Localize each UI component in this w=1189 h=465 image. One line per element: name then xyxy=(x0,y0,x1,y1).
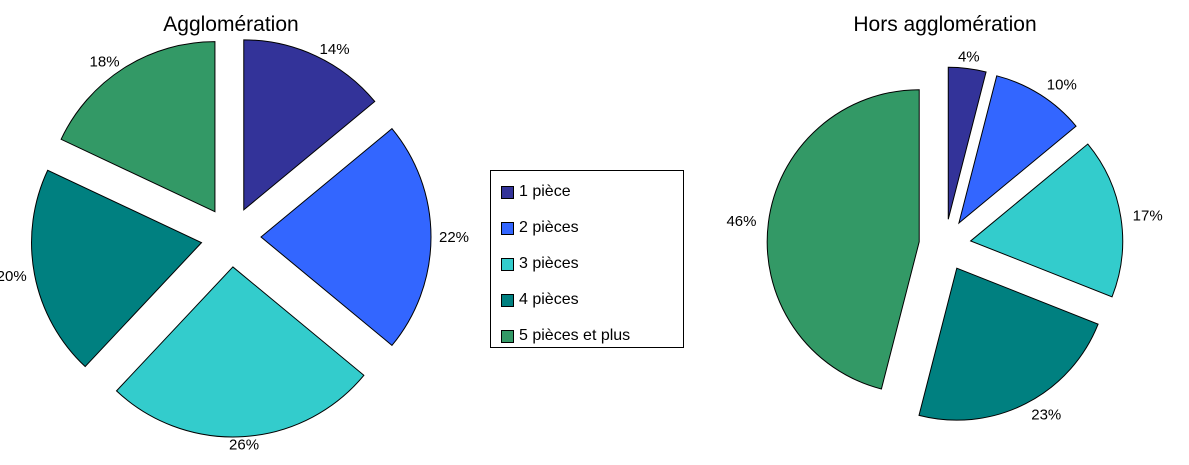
legend-label-1-piece: 1 pièce xyxy=(519,183,571,200)
pie-label-4-pieces: 20% xyxy=(0,268,27,285)
chart-title-agglomeration: Agglomération xyxy=(163,13,298,36)
pie-slice-4-pieces xyxy=(31,169,203,368)
legend-item-2-pieces: 2 pièces xyxy=(491,210,683,246)
legend-label-4-pieces: 4 pièces xyxy=(519,291,579,308)
pie-slice-2-pieces xyxy=(260,127,432,347)
pie-slice-4-pieces xyxy=(918,267,1099,421)
pie-label-1-piece: 4% xyxy=(958,49,980,66)
legend-swatch-4-pieces xyxy=(501,293,514,307)
pie-agglomeration: 14% 22% 26% 20% 18% xyxy=(0,39,469,454)
pie-label-2-pieces: 10% xyxy=(1047,77,1077,94)
pie-hors-agglomeration: 4% 10% 17% 23% 46% xyxy=(726,49,1162,424)
pie-label-1-piece: 14% xyxy=(320,41,350,58)
chart-legend: 1 pièce 2 pièces 3 pièces 4 pièces 5 piè… xyxy=(490,170,684,348)
legend-label-5-pieces-et-plus: 5 pièces et plus xyxy=(519,327,631,344)
legend-item-5-pieces-et-plus: 5 pièces et plus xyxy=(491,318,683,354)
legend-item-4-pieces: 4 pièces xyxy=(491,282,683,318)
legend-swatch-1-piece xyxy=(501,185,514,199)
pie-label-3-pieces: 17% xyxy=(1133,207,1163,224)
legend-swatch-5-pieces-et-plus xyxy=(501,329,514,343)
pie-slice-5-pieces-et-plus xyxy=(766,89,920,390)
legend-item-1-piece: 1 pièce xyxy=(491,174,683,210)
legend-item-3-pieces: 3 pièces xyxy=(491,246,683,282)
chart-title-hors-agglomeration: Hors agglomération xyxy=(853,13,1036,36)
pie-slice-1-piece xyxy=(947,66,987,220)
legend-swatch-2-pieces xyxy=(501,221,514,235)
legend-label-3-pieces: 3 pièces xyxy=(519,255,579,272)
pie-slice-3-pieces xyxy=(969,143,1124,298)
pie-slice-2-pieces xyxy=(958,75,1077,225)
pie-label-4-pieces: 23% xyxy=(1031,406,1061,423)
pie-label-5-pieces-et-plus: 18% xyxy=(90,53,120,70)
pie-slice-3-pieces xyxy=(115,266,365,438)
pie-label-3-pieces: 26% xyxy=(229,437,259,454)
pie-label-5-pieces-et-plus: 46% xyxy=(726,213,756,230)
pie-label-2-pieces: 22% xyxy=(439,229,469,246)
legend-swatch-3-pieces xyxy=(501,257,514,271)
legend-label-2-pieces: 2 pièces xyxy=(519,219,579,236)
pie-slice-1-piece xyxy=(243,39,376,211)
pie-slice-5-pieces-et-plus xyxy=(60,41,216,213)
